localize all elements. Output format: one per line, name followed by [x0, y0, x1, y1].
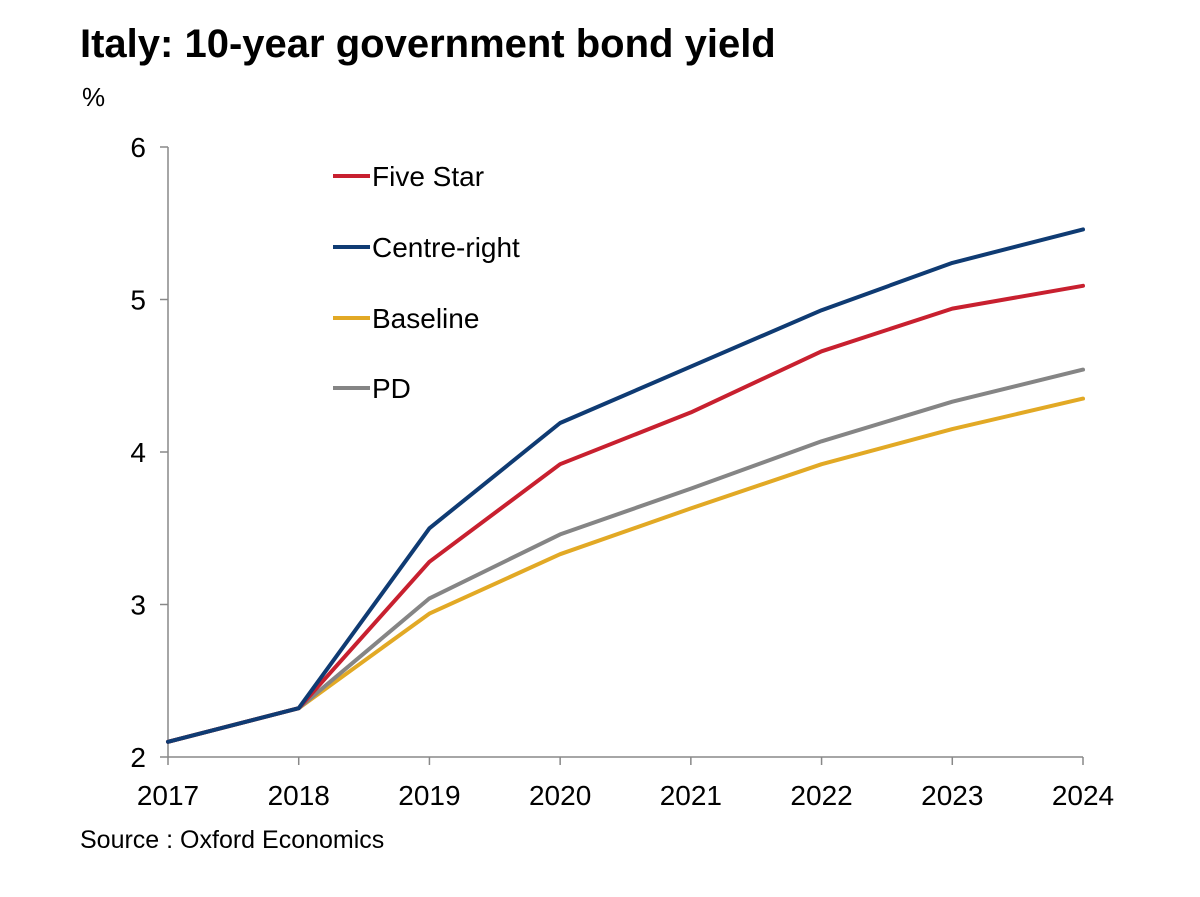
source-note: Source : Oxford Economics — [80, 826, 385, 854]
x-tick-label: 2024 — [1052, 780, 1114, 811]
y-axis-unit-label: % — [82, 82, 106, 112]
x-tick-label: 2021 — [660, 780, 722, 811]
x-tick-label: 2018 — [268, 780, 330, 811]
legend-label-pd: PD — [372, 373, 411, 404]
chart-axes: 2 3 4 5 6 2017 2018 2019 2020 2021 2022 2023 2024 — [130, 132, 1114, 811]
y-tick-label: 5 — [130, 285, 146, 316]
y-tick-label: 6 — [130, 132, 146, 163]
y-tick-label: 4 — [130, 437, 146, 468]
series-line-five-star — [166, 283, 1085, 744]
series-line-centre-right — [166, 227, 1085, 744]
chart-series-lines — [166, 227, 1085, 744]
series-line-baseline — [166, 396, 1085, 744]
x-tick-label: 2017 — [137, 780, 199, 811]
series-line-pd — [166, 367, 1085, 744]
x-tick-label: 2023 — [921, 780, 983, 811]
y-tick-label: 2 — [130, 742, 146, 773]
x-tick-label: 2019 — [398, 780, 460, 811]
y-tick-label: 3 — [130, 590, 146, 621]
legend-label-five-star: Five Star — [372, 161, 484, 192]
x-tick-label: 2022 — [790, 780, 852, 811]
chart-title: Italy: 10-year government bond yield — [80, 22, 776, 66]
legend-label-baseline: Baseline — [372, 303, 479, 334]
chart-legend: Five Star Centre-right Baseline PD — [333, 161, 520, 404]
x-tick-label: 2020 — [529, 780, 591, 811]
legend-label-centre-right: Centre-right — [372, 232, 520, 263]
